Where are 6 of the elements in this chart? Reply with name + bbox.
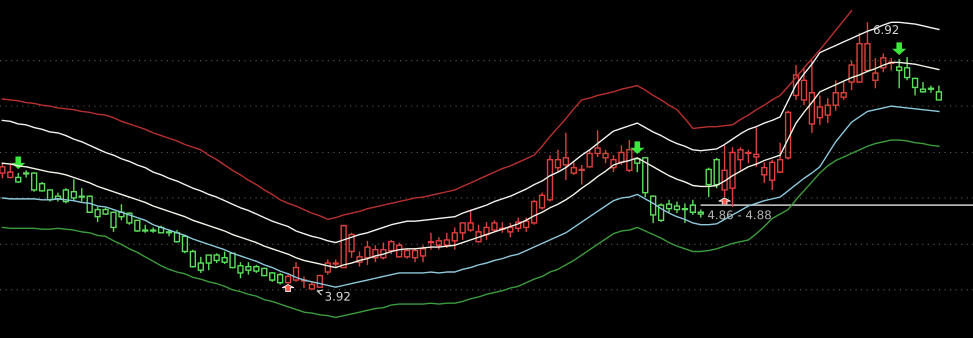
candlestick — [721, 144, 728, 198]
candlestick — [872, 57, 879, 89]
annotation: 6.92 — [874, 25, 898, 34]
candlestick — [848, 60, 855, 91]
annotation: 3.92 — [326, 292, 350, 301]
band-label: 4.86 - 4.88 — [708, 210, 771, 220]
